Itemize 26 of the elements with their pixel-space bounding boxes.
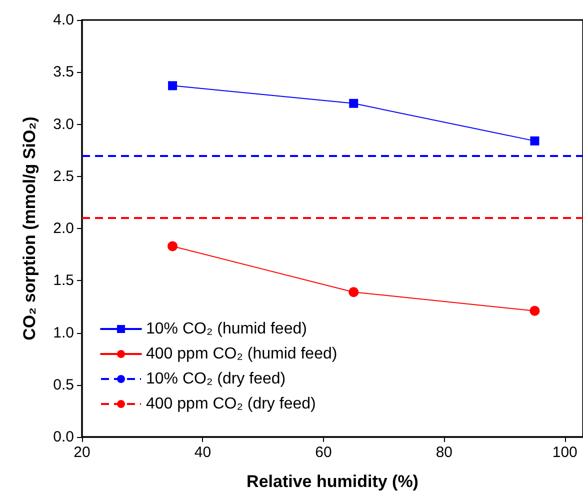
- legend-label: 10% CO₂ (dry feed): [146, 370, 286, 388]
- y-tick-label: 1.5: [53, 272, 74, 290]
- y-tick-label: 0.5: [53, 376, 74, 394]
- y-tick-label: 4.0: [53, 12, 74, 28]
- x-tick-label: 40: [194, 444, 212, 461]
- point: [168, 241, 178, 252]
- x-tick-label: 20: [74, 444, 90, 461]
- y-axis-title: CO₂ sorption (mmol/g SiO₂): [20, 116, 39, 340]
- point: [530, 306, 540, 316]
- x-tick-label: 80: [436, 444, 453, 461]
- x-axis-title: Relative humidity (%): [246, 472, 418, 491]
- point: [168, 81, 178, 90]
- legend-label: 400 ppm CO₂ (dry feed): [146, 396, 316, 412]
- legend-label: 400 ppm CO₂ (humid feed): [146, 346, 338, 362]
- point: [349, 98, 358, 108]
- point: [530, 136, 540, 146]
- y-tick-label: 2.5: [53, 168, 74, 185]
- point: [348, 287, 359, 298]
- y-tick-label: 1.0: [53, 324, 74, 342]
- y-tick-label: 2.0: [53, 220, 74, 237]
- x-tick-label: 100: [552, 444, 578, 461]
- y-tick-label: 0.0: [53, 428, 74, 446]
- y-tick-label: 3.5: [53, 64, 74, 81]
- y-tick-label: 3.0: [53, 116, 74, 133]
- x-tick-label: 60: [315, 444, 332, 461]
- legend-label: 10% CO₂ (humid feed): [146, 320, 307, 338]
